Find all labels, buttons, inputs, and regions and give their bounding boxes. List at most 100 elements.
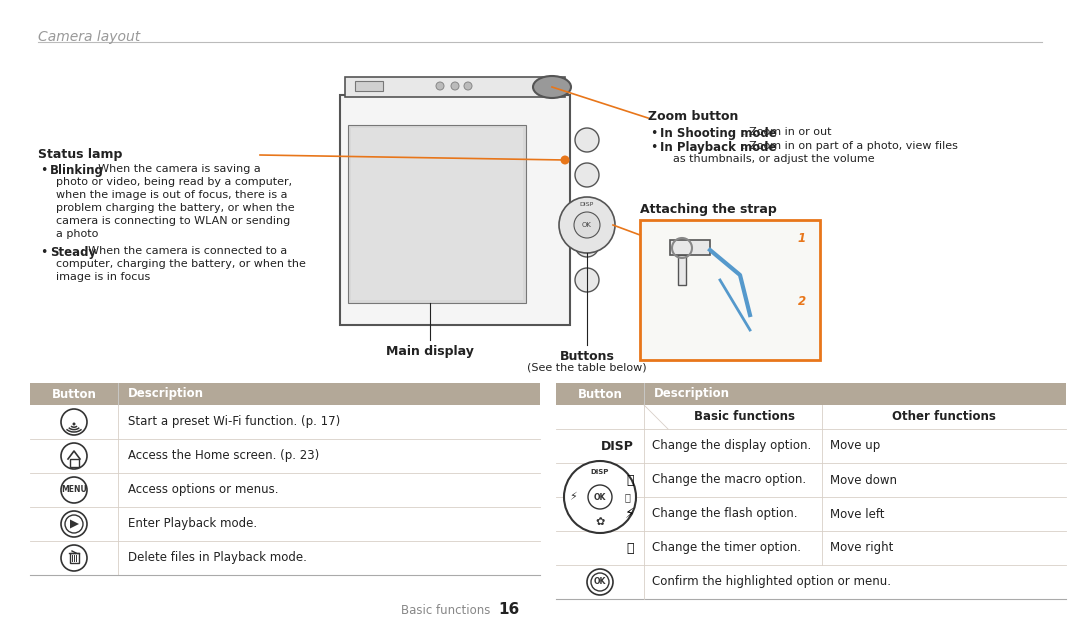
Text: Buttons: Buttons — [559, 350, 615, 363]
Text: 16: 16 — [498, 602, 519, 617]
Text: Enter Playback mode.: Enter Playback mode. — [129, 517, 257, 530]
Circle shape — [588, 485, 612, 509]
Text: Basic functions: Basic functions — [694, 411, 796, 423]
Text: Access the Home screen. (p. 23): Access the Home screen. (p. 23) — [129, 449, 320, 462]
Text: 1: 1 — [798, 232, 806, 245]
FancyBboxPatch shape — [556, 531, 1066, 565]
Text: as thumbnails, or adjust the volume: as thumbnails, or adjust the volume — [673, 154, 875, 164]
Circle shape — [60, 409, 87, 435]
Text: Status lamp: Status lamp — [38, 148, 122, 161]
Text: Change the flash option.: Change the flash option. — [652, 508, 797, 520]
Text: Zoom button: Zoom button — [648, 110, 739, 123]
Text: Description: Description — [654, 387, 730, 401]
Circle shape — [588, 569, 613, 595]
Text: In Playback mode: In Playback mode — [660, 141, 777, 154]
Text: Move right: Move right — [831, 542, 893, 554]
FancyBboxPatch shape — [30, 473, 540, 507]
FancyBboxPatch shape — [670, 240, 710, 255]
Circle shape — [564, 461, 636, 533]
Text: •: • — [650, 141, 658, 154]
Text: (See the table below): (See the table below) — [527, 363, 647, 373]
Text: : Zoom in on part of a photo, view files: : Zoom in on part of a photo, view files — [742, 141, 958, 151]
Text: Move down: Move down — [831, 474, 897, 486]
Text: Steady: Steady — [50, 246, 96, 259]
Text: OK: OK — [594, 578, 606, 587]
FancyBboxPatch shape — [351, 128, 523, 300]
Text: Description: Description — [129, 387, 204, 401]
FancyBboxPatch shape — [556, 463, 1066, 497]
FancyBboxPatch shape — [30, 541, 540, 575]
Text: •: • — [40, 164, 48, 177]
Circle shape — [65, 515, 83, 533]
Text: DISP: DISP — [602, 440, 634, 452]
Text: ⚡: ⚡ — [625, 507, 635, 521]
FancyBboxPatch shape — [640, 220, 820, 360]
FancyBboxPatch shape — [30, 405, 540, 439]
Text: DISP: DISP — [580, 202, 594, 207]
Text: Button: Button — [578, 387, 622, 401]
Polygon shape — [70, 520, 79, 529]
Text: problem charging the battery, or when the: problem charging the battery, or when th… — [56, 203, 295, 213]
Text: : When the camera is saving a: : When the camera is saving a — [91, 164, 260, 174]
Circle shape — [575, 128, 599, 152]
Text: Change the display option.: Change the display option. — [652, 440, 811, 452]
Circle shape — [575, 268, 599, 292]
Text: ⏰: ⏰ — [624, 492, 630, 502]
Text: Change the timer option.: Change the timer option. — [652, 542, 801, 554]
FancyBboxPatch shape — [678, 255, 686, 285]
Text: Other functions: Other functions — [892, 411, 996, 423]
Text: MENU: MENU — [62, 486, 86, 495]
Text: Move up: Move up — [831, 440, 880, 452]
Text: Confirm the highlighted option or menu.: Confirm the highlighted option or menu. — [652, 575, 891, 588]
Text: ✿: ✿ — [595, 517, 605, 527]
Circle shape — [72, 423, 76, 425]
Text: camera is connecting to WLAN or sending: camera is connecting to WLAN or sending — [56, 216, 291, 226]
Circle shape — [559, 197, 615, 253]
Text: 2: 2 — [798, 295, 806, 308]
FancyBboxPatch shape — [69, 553, 79, 563]
Text: image is in focus: image is in focus — [56, 272, 150, 282]
Text: Main display: Main display — [386, 345, 474, 358]
FancyBboxPatch shape — [340, 95, 570, 325]
Text: •: • — [40, 246, 48, 259]
FancyBboxPatch shape — [556, 497, 1066, 531]
Text: OK: OK — [594, 493, 606, 501]
Text: Camera layout: Camera layout — [38, 30, 140, 44]
Ellipse shape — [534, 76, 571, 98]
Circle shape — [464, 82, 472, 90]
FancyBboxPatch shape — [556, 429, 1066, 463]
FancyBboxPatch shape — [355, 81, 383, 91]
Text: Button: Button — [52, 387, 96, 401]
FancyBboxPatch shape — [556, 383, 1066, 405]
Text: Delete files in Playback mode.: Delete files in Playback mode. — [129, 551, 307, 564]
Text: In Shooting mode: In Shooting mode — [660, 127, 777, 140]
Circle shape — [591, 573, 609, 591]
FancyBboxPatch shape — [556, 405, 1066, 429]
FancyBboxPatch shape — [30, 507, 540, 541]
Text: Blinking: Blinking — [50, 164, 104, 177]
FancyBboxPatch shape — [345, 77, 565, 97]
Text: computer, charging the battery, or when the: computer, charging the battery, or when … — [56, 259, 306, 269]
Text: when the image is out of focus, there is a: when the image is out of focus, there is… — [56, 190, 287, 200]
Text: Basic functions: Basic functions — [401, 604, 490, 617]
Text: Change the macro option.: Change the macro option. — [652, 474, 806, 486]
Circle shape — [561, 156, 569, 164]
Text: ⚡: ⚡ — [569, 492, 577, 502]
Text: •: • — [650, 127, 658, 140]
Circle shape — [575, 163, 599, 187]
Circle shape — [575, 198, 599, 222]
Text: : Zoom in or out: : Zoom in or out — [742, 127, 832, 137]
Text: 🌼: 🌼 — [626, 474, 634, 486]
Circle shape — [575, 233, 599, 257]
Text: Access options or menus.: Access options or menus. — [129, 483, 279, 496]
FancyBboxPatch shape — [348, 125, 526, 303]
Circle shape — [451, 82, 459, 90]
FancyBboxPatch shape — [69, 459, 79, 467]
Text: : When the camera is connected to a: : When the camera is connected to a — [81, 246, 287, 256]
Text: Move left: Move left — [831, 508, 885, 520]
Text: photo or video, being read by a computer,: photo or video, being read by a computer… — [56, 177, 292, 187]
Circle shape — [60, 545, 87, 571]
FancyBboxPatch shape — [556, 565, 1066, 599]
Text: DISP: DISP — [591, 469, 609, 475]
Text: OK: OK — [582, 222, 592, 228]
